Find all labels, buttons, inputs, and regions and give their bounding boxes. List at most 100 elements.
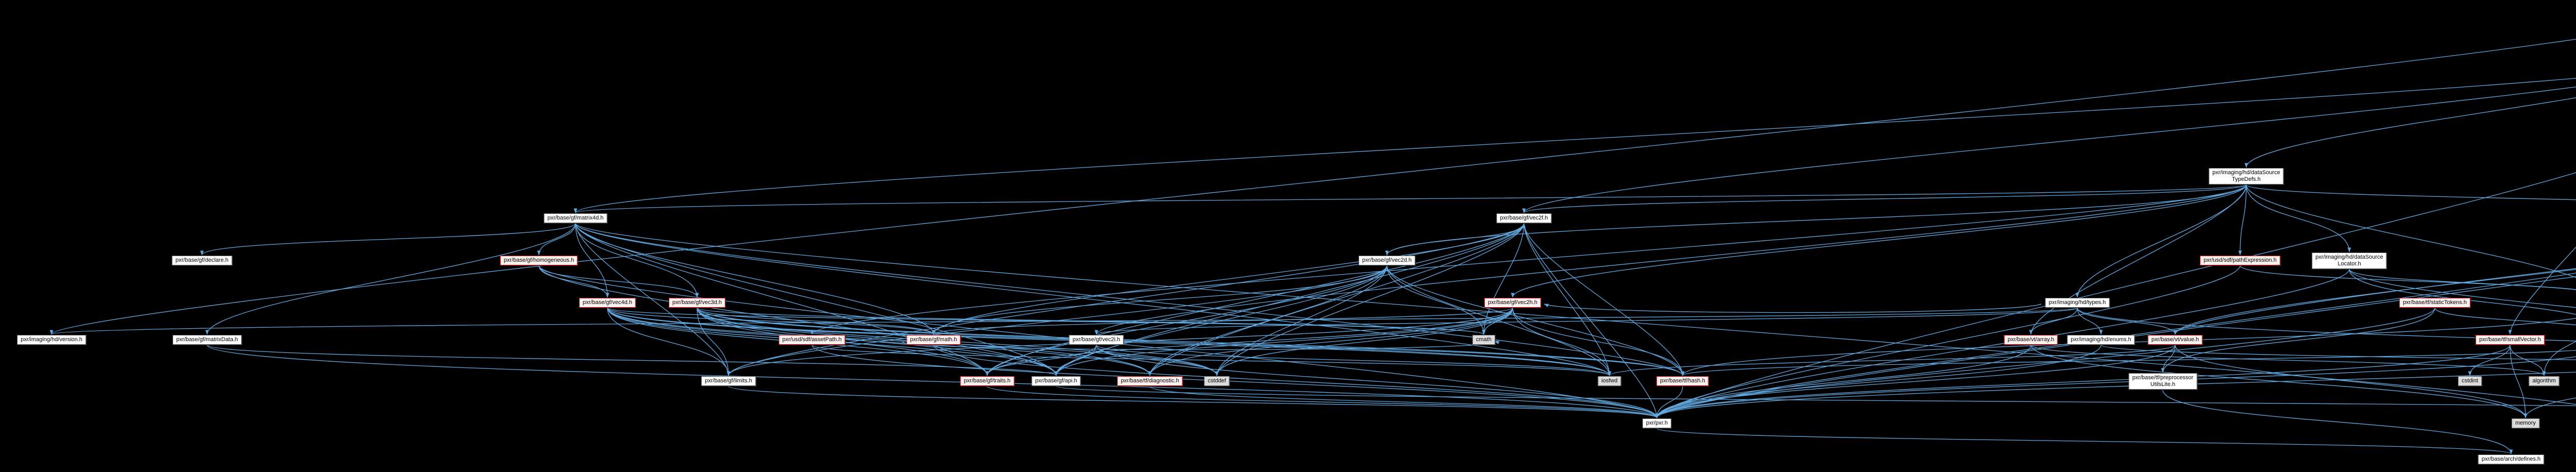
include-edge-vec2d-gfApi — [1054, 265, 1387, 376]
node-label: UtilsLite.h — [2150, 381, 2176, 388]
node-archDefines[interactable]: pxr/base/arch/defines.h — [2478, 454, 2545, 465]
include-edge-rileySchemaTypeDefs-matrix4d — [574, 78, 2576, 213]
include-edge-vec3d-iosfwd — [697, 308, 1612, 376]
include-edge-traits-pxrH — [987, 385, 1659, 418]
include-edge-homogeneous-vec4d — [538, 265, 609, 298]
node-label: memory — [2515, 420, 2536, 426]
include-edge-vec2d-cmath — [1386, 265, 1486, 335]
node-label: pxr/base/tf/preprocessor — [2132, 375, 2194, 381]
include-edge-vec3d-gfMath — [697, 307, 936, 335]
node-diagnostic[interactable]: pxr/base/tf/diagnostic.h — [1117, 376, 1183, 386]
node-traits[interactable]: pxr/base/gf/traits.h — [960, 376, 1014, 386]
node-label: algorithm — [2532, 378, 2556, 384]
include-edge-hdTypes-hdApi — [2077, 308, 2576, 342]
node-matrix4d[interactable]: pxr/base/gf/matrix4d.h — [544, 213, 607, 224]
node-pathExpression[interactable]: pxr/usd/sdf/pathExpression.h — [2200, 256, 2280, 266]
include-edge-dataSourceLocator-sdfPath — [2349, 269, 2576, 290]
node-vec2d[interactable]: pxr/base/gf/vec2d.h — [1358, 256, 1416, 266]
include-edge-dataSourceTypeDefs-dataSourceLocator — [2246, 184, 2351, 252]
node-label: pxr/base/gf/vec2f.h — [1500, 215, 1548, 221]
include-edge-dataSourceLocator-pxrH — [1655, 269, 2350, 418]
node-vec3d[interactable]: pxr/base/gf/vec3d.h — [668, 298, 726, 308]
node-label: pxr/imaging/hd/types.h — [2048, 299, 2106, 306]
include-edge-vtValue-pxrH — [1655, 345, 2176, 418]
node-label: TypeDefs.h — [2232, 176, 2261, 183]
include-edge-dataSourceLocator-token — [2349, 269, 2576, 315]
include-edge-vec2h-tfHash — [1512, 308, 1685, 376]
include-edge-assetPath-pxrH — [811, 345, 1659, 418]
include-edge-token-tfHash — [1681, 350, 2576, 376]
node-staticTokens[interactable]: pxr/base/tf/staticTokens.h — [2399, 298, 2471, 308]
node-smallVector[interactable]: pxr/base/tf/smallVector.h — [2476, 335, 2545, 345]
node-hdTypes[interactable]: pxr/imaging/hd/types.h — [2045, 298, 2110, 308]
include-edge-smallVector-cstdint — [2468, 345, 2511, 376]
include-edge-diagnostic-pxrH — [1149, 385, 1659, 418]
node-label: pxr/pxr.h — [1646, 420, 1668, 426]
node-dataSourceTypeDefs[interactable]: pxr/imaging/hd/dataSource TypeDefs.h — [2209, 168, 2284, 185]
include-edge-hdEnums-hdApi — [2100, 344, 2576, 360]
node-assetPath[interactable]: pxr/usd/sdf/assetPath.h — [778, 335, 845, 345]
node-dataSourceLocator[interactable]: pxr/imaging/hd/dataSource Locator.h — [2312, 252, 2387, 269]
node-limits[interactable]: pxr/base/gf/limits.h — [701, 376, 756, 386]
include-edge-dataSourceTypeDefs-matrix4d — [574, 184, 2247, 213]
node-vec2i[interactable]: pxr/base/gf/vec2i.h — [1069, 335, 1124, 345]
node-cstdint[interactable]: cstdint — [2458, 376, 2482, 386]
include-edge-limits-pxrH — [728, 385, 1658, 418]
node-algorithm[interactable]: algorithm — [2529, 376, 2560, 386]
node-memory[interactable]: memory — [2512, 418, 2539, 429]
include-edge-smallVector-pxrH — [1655, 345, 2511, 418]
include-edge-vec2d-tfHash — [1386, 265, 1685, 376]
include-edge-staticTokens-pxrH — [1655, 308, 2435, 418]
node-vec4d[interactable]: pxr/base/gf/vec4d.h — [579, 298, 636, 308]
include-edge-containerSchema-smallVector — [2508, 246, 2576, 335]
node-gfApi[interactable]: pxr/base/gf/api.h — [1031, 376, 1081, 386]
include-edge-vec2f-gfMath — [931, 223, 1524, 335]
node-tfHash[interactable]: pxr/base/tf/hash.h — [1656, 376, 1709, 386]
node-preprocessorUtilsLite[interactable]: pxr/base/tf/preprocessor UtilsLite.h — [2128, 373, 2197, 390]
node-vec2f[interactable]: pxr/base/gf/vec2f.h — [1496, 213, 1552, 224]
include-edge-matrix4d-vec3d — [575, 223, 699, 298]
node-label: pxr/base/gf/limits.h — [705, 378, 752, 384]
node-label: pxr/base/gf/matrixData.h — [176, 336, 238, 343]
include-edge-matrix4d-vector — [575, 223, 2576, 405]
node-label: pxr/base/tf/staticTokens.h — [2402, 299, 2467, 306]
node-vec2h[interactable]: pxr/base/gf/vec2h.h — [1484, 298, 1541, 308]
node-hdVersion[interactable]: pxr/imaging/hd/version.h — [17, 335, 86, 345]
node-matrixData[interactable]: pxr/base/gf/matrixData.h — [173, 335, 242, 345]
node-label: pxr/base/gf/vec2h.h — [1487, 299, 1538, 306]
node-label: pxr/base/gf/traits.h — [963, 378, 1011, 384]
include-edge-vec2i-gfApi — [1054, 345, 1097, 376]
node-label: cmath — [1476, 336, 1492, 343]
include-edge-gfApi-archExport — [1056, 385, 2576, 407]
include-edge-rileySchemaTypeDefs-vec2f — [1522, 86, 2576, 213]
node-cstddef[interactable]: cstddef — [1204, 376, 1230, 386]
include-edge-hdSchema-pxrH — [1655, 172, 2576, 418]
node-iosfwd[interactable]: iosfwd — [1598, 376, 1621, 386]
node-homogeneous[interactable]: pxr/base/gf/homogeneous.h — [500, 256, 578, 266]
include-edge-assetPath-iosfwd — [811, 344, 1611, 376]
node-declare[interactable]: pxr/base/gf/declare.h — [172, 256, 232, 266]
include-edge-hdTypes-vec2i — [1095, 307, 2078, 335]
include-edge-pxrH-archDefines — [1656, 428, 2513, 454]
node-vtValue[interactable]: pxr/base/vt/value.h — [2147, 335, 2203, 345]
include-edge-resolverContext-pxrH — [1655, 372, 2576, 418]
node-label: pxr/imaging/hd/enums.h — [2071, 336, 2131, 343]
include-edge-matrixData-pxrH — [207, 345, 1659, 418]
node-vtArray[interactable]: pxr/base/vt/array.h — [2004, 335, 2058, 345]
node-cmath[interactable]: cmath — [1472, 335, 1495, 345]
include-edge-vec2h-gfMath — [931, 307, 1513, 335]
node-pxrH[interactable]: pxr/pxr.h — [1642, 418, 1672, 429]
node-gfMath[interactable]: pxr/base/gf/math.h — [906, 335, 961, 345]
include-edge-preprocessorUtilsLite-archDefines — [2162, 390, 2513, 454]
include-edge-staticTokens-token — [2434, 307, 2576, 326]
node-label: pxr/base/vt/array.h — [2007, 336, 2055, 343]
include-edge-vec3d-gfApi — [697, 308, 1058, 376]
node-label: iosfwd — [1601, 378, 1618, 384]
node-hdEnums[interactable]: pxr/imaging/hd/enums.h — [2067, 335, 2135, 345]
include-edge-vec2i-iosfwd — [1096, 344, 1612, 376]
include-edge-matrix4d-tfHash — [575, 223, 1685, 376]
include-edge-dataSourceTypeDefs-hdTypes — [2075, 184, 2247, 298]
include-edge-matrix4d-vec4d — [575, 223, 609, 298]
include-edge-vec2f-diagnostic — [1148, 223, 1524, 376]
include-edge-smallVector-memory — [2510, 345, 2528, 418]
